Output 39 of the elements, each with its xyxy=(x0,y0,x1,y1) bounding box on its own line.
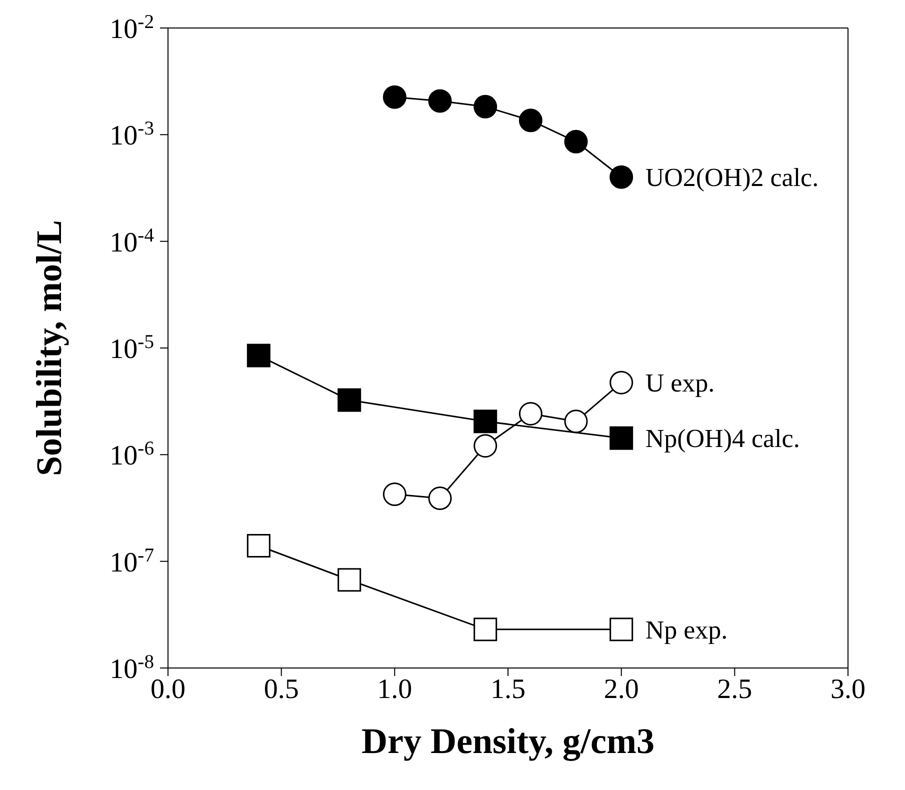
series-label: Np exp. xyxy=(645,615,728,644)
x-tick-label: 0.0 xyxy=(150,674,186,705)
point xyxy=(610,165,634,189)
y-tick-label: 10$^{-4}$ xyxy=(110,224,154,258)
x-tick-label: 2.0 xyxy=(604,674,639,705)
point xyxy=(610,618,634,642)
series-label: U exp. xyxy=(645,368,715,398)
y-tick-label: 10$^{-6}$ xyxy=(110,438,154,472)
point xyxy=(474,618,498,642)
y-tick-label: 10$^{-3}$ xyxy=(110,118,154,152)
series-label: Np(OH)4 calc. xyxy=(645,424,800,454)
point xyxy=(246,344,270,368)
point xyxy=(518,402,542,426)
x-tick-label: 3.0 xyxy=(830,674,866,705)
series-label: UO2(OH)2 calc. xyxy=(645,163,819,192)
point xyxy=(382,482,406,506)
point xyxy=(474,434,498,458)
point xyxy=(474,410,498,434)
point xyxy=(428,486,452,510)
point xyxy=(518,108,542,132)
x-tick-label: 0.5 xyxy=(264,674,299,705)
point xyxy=(610,426,634,450)
x-tick-label: 2.5 xyxy=(717,674,752,705)
x-tick-label: 1.0 xyxy=(377,674,412,705)
y-tick-label: 10$^{-2}$ xyxy=(110,12,154,45)
point xyxy=(246,534,270,558)
point xyxy=(382,85,406,109)
point xyxy=(564,130,588,154)
point xyxy=(474,94,498,118)
x-tick-label: 1.5 xyxy=(490,674,526,705)
point xyxy=(564,410,588,434)
point xyxy=(428,89,452,113)
y-tick-label: 10$^{-5}$ xyxy=(110,332,154,365)
point xyxy=(338,388,362,412)
y-tick-label: 10$^{-7}$ xyxy=(110,544,154,578)
y-axis-title: Solubility, mol/L xyxy=(28,220,69,476)
point xyxy=(610,370,634,394)
point xyxy=(338,568,362,592)
x-axis-title: Dry Density, g/cm3 xyxy=(362,721,654,761)
